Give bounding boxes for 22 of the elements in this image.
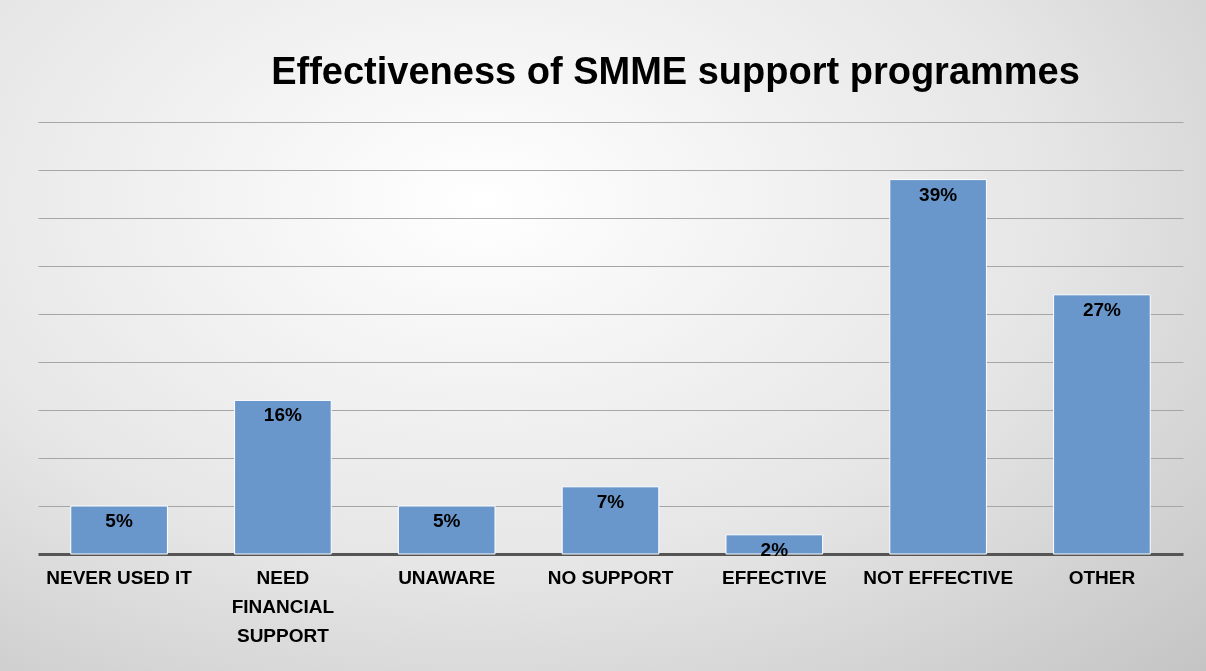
bar (725, 534, 824, 555)
data-label: 5% (432, 510, 461, 531)
x-tick-label: NEED FINANCIAL SUPPORT (231, 566, 335, 646)
x-tick-label: EFFECTIVE (722, 566, 827, 588)
bar (70, 505, 168, 555)
data-label: 5% (105, 510, 133, 531)
x-tick-label: NEVER USED IT (46, 566, 193, 588)
data-label: 39% (919, 183, 958, 205)
x-tick-label: OTHER (1068, 566, 1136, 588)
chart-title: Effectiveness of SMME support programmes (271, 50, 1080, 92)
bar (889, 179, 987, 555)
data-label: 27% (1082, 298, 1122, 320)
x-tick-label: UNAWARE (398, 566, 496, 588)
bar (397, 505, 496, 555)
data-label: 2% (760, 538, 789, 560)
bar (561, 486, 660, 555)
x-tick-label: NO SUPPORT (547, 566, 674, 588)
data-label: 16% (263, 404, 303, 426)
x-tick-label: NOT EFFECTIVE (863, 566, 1014, 588)
bar (1053, 294, 1151, 555)
data-label: 7% (596, 490, 625, 512)
bar (234, 399, 332, 555)
